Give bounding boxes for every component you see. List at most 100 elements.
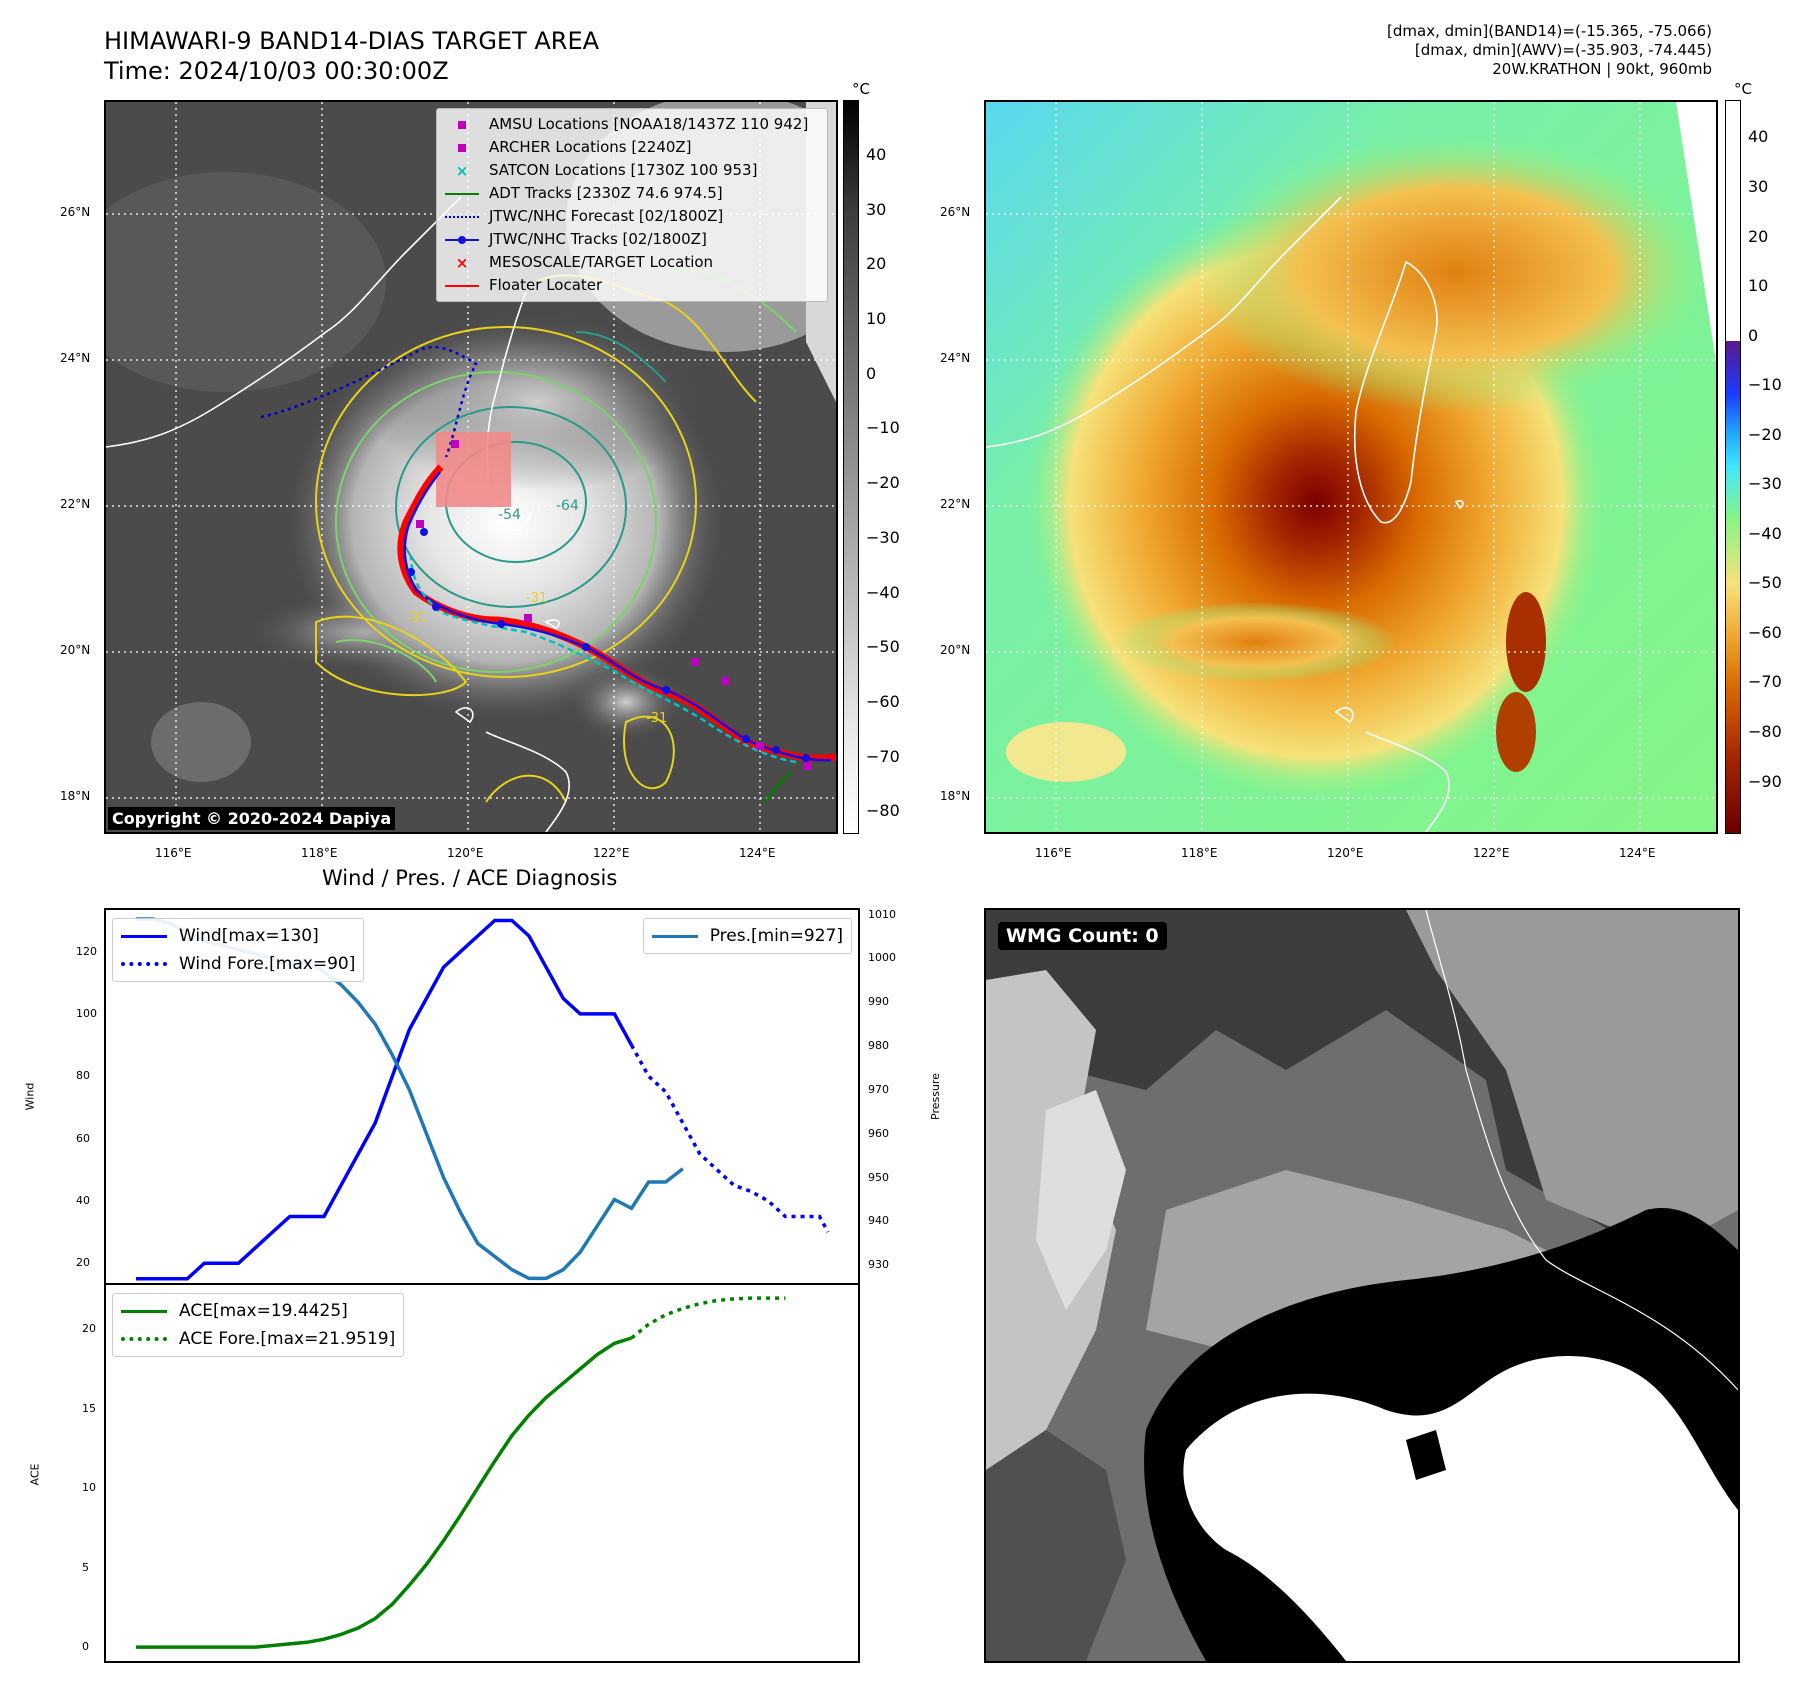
line-icon <box>651 926 698 946</box>
colorbar-left-tick-label: 40 <box>866 145 887 165</box>
awv-map-image <box>986 102 1716 832</box>
info-line-1: [dmax, dmin](BAND14)=(-15.365, -75.066) <box>1387 22 1712 40</box>
awv-lat-label-22: 22°N <box>940 497 971 511</box>
ace-forecast-line <box>630 1296 786 1340</box>
colorbar-right-tick-label: 40 <box>1748 127 1769 147</box>
colorbar-left-tick-label: 20 <box>866 254 887 274</box>
main-title: HIMAWARI-9 BAND14-DIAS TARGET AREA Time:… <box>104 26 599 86</box>
contour-label-2: -64 <box>556 498 579 514</box>
dotted-line-icon <box>445 207 479 227</box>
wind-tick-label: 40 <box>76 1193 90 1207</box>
track-points <box>407 528 810 762</box>
legend-item-pressure: Pres.[min=927] <box>651 922 843 950</box>
pressure-tick-label: 960 <box>868 1126 889 1140</box>
pressure-tick-label: 940 <box>868 1214 889 1228</box>
colorbar-right-tick-label: −60 <box>1748 622 1782 642</box>
legend-item-ace-forecast: ACE Fore.[max=21.9519] <box>121 1325 395 1353</box>
copyright-label: Copyright © 2020-2024 Dapiya <box>108 807 396 830</box>
colorbar-right-tick-label: −10 <box>1748 375 1782 395</box>
legend-item-wind: Wind[max=130] <box>121 922 355 950</box>
legend-item-floater: Floater Locater <box>445 274 819 297</box>
map-lat-label-24: 24°N <box>60 351 91 365</box>
wind-forecast-line <box>629 1044 830 1233</box>
adt-track <box>764 771 792 803</box>
amsu-archer-markers <box>416 440 812 770</box>
map-legend: AMSU Locations [NOAA18/1437Z 110 942] AR… <box>436 108 828 302</box>
colorbar-right-tick-label: −80 <box>1748 721 1782 741</box>
line-icon <box>121 1301 167 1321</box>
map-lat-label-18: 18°N <box>60 789 91 803</box>
wind-line <box>136 918 634 1281</box>
colorbar-left-tick-label: 0 <box>866 363 877 383</box>
dot-line-icon <box>445 230 479 250</box>
legend-item-mesoscale: × MESOSCALE/TARGET Location <box>445 251 819 274</box>
line-icon <box>121 926 167 946</box>
legend-item-jtwc-forecast: JTWC/NHC Forecast [02/1800Z] <box>445 205 819 228</box>
awv-gridlines <box>986 102 1716 832</box>
colorbar-left <box>843 100 859 834</box>
legend-item-archer: ARCHER Locations [2240Z] <box>445 136 819 159</box>
wind-axis-label: Wind <box>23 1082 37 1111</box>
legend-item-satcon: × SATCON Locations [1730Z 100 953] <box>445 159 819 182</box>
colorbar-right <box>1725 100 1741 834</box>
wmg-image <box>986 910 1738 1661</box>
wind-tick-label: 120 <box>76 944 97 958</box>
pressure-legend: Pres.[min=927] <box>642 918 852 954</box>
contour-label-4: -31 <box>646 711 667 726</box>
map-lon-label-122: 122°E <box>593 846 630 860</box>
map-lat-label-22: 22°N <box>60 497 91 511</box>
awv-lon-label-124: 124°E <box>1619 846 1656 860</box>
legend-item-ace: ACE[max=19.4425] <box>121 1297 395 1325</box>
awv-lat-label-26: 26°N <box>940 205 971 219</box>
map-lat-label-20: 20°N <box>60 643 91 657</box>
awv-map-panel <box>984 100 1718 834</box>
ir-map-panel: -54 -64 -31 -31 -31 <box>104 100 838 834</box>
line-icon <box>445 276 479 296</box>
ace-tick-label: 0 <box>82 1640 89 1654</box>
pressure-tick-label: 950 <box>868 1170 889 1184</box>
awv-lat-label-18: 18°N <box>940 789 971 803</box>
ace-tick-label: 5 <box>82 1560 89 1574</box>
pressure-tick-label: 930 <box>868 1258 889 1272</box>
colorbar-left-tick-label: 10 <box>866 309 887 329</box>
map-lat-label-26: 26°N <box>60 205 91 219</box>
colorbar-right-unit: °C <box>1734 80 1752 98</box>
dotted-line-icon <box>121 1329 167 1349</box>
contour-label-3: -31 <box>406 611 427 626</box>
map-lon-label-118: 118°E <box>301 846 338 860</box>
wmg-count-badge: WMG Count: 0 <box>998 922 1167 950</box>
ace-tick-label: 15 <box>82 1401 96 1415</box>
colorbar-right-tick-label: −40 <box>1748 523 1782 543</box>
contour-label-1: -54 <box>498 507 521 523</box>
ace-line <box>136 1336 633 1649</box>
colorbar-left-tick-label: −70 <box>866 746 900 766</box>
colorbar-left-tick-label: −30 <box>866 527 900 547</box>
colorbar-right-tick-label: 30 <box>1748 176 1769 196</box>
awv-lon-label-116: 116°E <box>1035 846 1072 860</box>
colorbar-left-tick-label: −80 <box>866 801 900 821</box>
line-icon <box>445 184 479 204</box>
awv-lon-label-122: 122°E <box>1473 846 1510 860</box>
legend-item-jtwc-tracks: JTWC/NHC Tracks [02/1800Z] <box>445 228 819 251</box>
colorbar-right-tick-label: −90 <box>1748 771 1782 791</box>
floater-track <box>397 464 836 762</box>
colorbar-left-tick-label: −50 <box>866 637 900 657</box>
colorbar-left-tick-label: 30 <box>866 199 887 219</box>
info-block: [dmax, dmin](BAND14)=(-15.365, -75.066) … <box>1387 22 1712 79</box>
pressure-tick-label: 1010 <box>868 907 896 921</box>
wind-pressure-chart: Wind[max=130] Wind Fore.[max=90] Pres.[m… <box>104 908 860 1285</box>
info-line-2: [dmax, dmin](AWV)=(-35.903, -74.445) <box>1414 41 1712 59</box>
colorbar-left-tick-label: −10 <box>866 418 900 438</box>
colorbar-right-tick-label: 20 <box>1748 226 1769 246</box>
legend-item-wind-forecast: Wind Fore.[max=90] <box>121 950 355 978</box>
colorbar-left-tick-label: −40 <box>866 582 900 602</box>
ace-legend: ACE[max=19.4425] ACE Fore.[max=21.9519] <box>112 1293 405 1357</box>
awv-lat-label-24: 24°N <box>940 351 971 365</box>
colorbar-right-tick-label: −50 <box>1748 573 1782 593</box>
wind-tick-label: 100 <box>76 1006 97 1020</box>
x-icon: × <box>455 161 469 180</box>
info-line-3: 20W.KRATHON | 90kt, 960mb <box>1492 60 1712 78</box>
contour-label-5: -31 <box>526 591 547 606</box>
map-lon-label-116: 116°E <box>155 846 192 860</box>
pressure-tick-label: 1000 <box>868 951 896 965</box>
